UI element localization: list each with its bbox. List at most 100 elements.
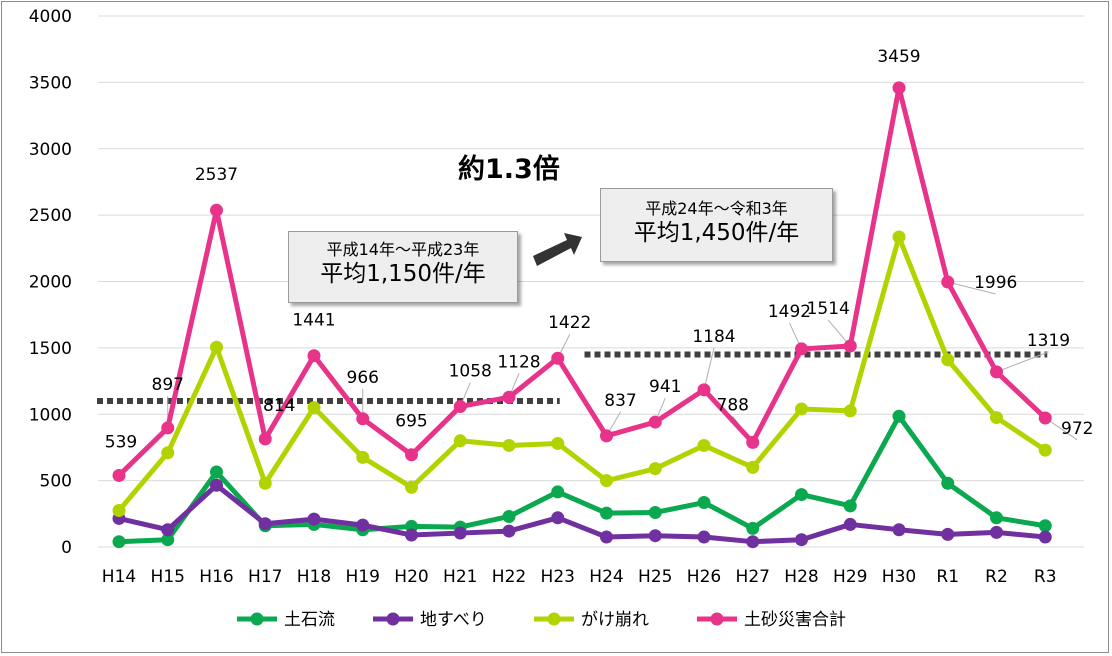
legend-marker xyxy=(250,612,264,626)
left-average-box: 平成14年～平成23年 平均1,150件/年 xyxy=(288,231,518,303)
x-tick-label: H25 xyxy=(638,567,672,587)
x-tick-label: R2 xyxy=(985,567,1008,587)
legend: 土石流 地すべり がけ崩れ 土砂災害合計 xyxy=(237,610,846,630)
x-tick-label: H23 xyxy=(541,567,575,587)
y-tick-label: 0 xyxy=(61,538,72,558)
data-point xyxy=(1038,411,1052,425)
x-tick-label: H27 xyxy=(736,567,770,587)
data-label: 1492 xyxy=(768,302,811,322)
data-point xyxy=(502,524,516,538)
data-point xyxy=(941,353,955,367)
data-point xyxy=(1038,519,1052,533)
data-point xyxy=(356,412,370,426)
y-tick-label: 1000 xyxy=(29,405,72,425)
data-point xyxy=(210,465,223,479)
data-label: 1422 xyxy=(548,313,591,333)
x-tick-label: H16 xyxy=(199,567,233,587)
data-point xyxy=(551,436,565,450)
data-point xyxy=(210,340,223,354)
data-label: 695 xyxy=(395,412,427,432)
data-point xyxy=(746,435,760,449)
data-point xyxy=(356,518,370,532)
data-point xyxy=(307,512,321,526)
legend-label: 土石流 xyxy=(284,610,335,630)
x-tick-label: H15 xyxy=(151,567,185,587)
data-point xyxy=(307,401,321,415)
data-point xyxy=(1038,530,1052,544)
ratio-annotation: 約1.3倍 xyxy=(458,154,560,185)
data-label: 1319 xyxy=(1027,331,1070,351)
x-tick-label: H30 xyxy=(882,567,916,587)
data-point xyxy=(112,468,126,482)
data-point xyxy=(892,81,906,95)
data-point xyxy=(843,499,857,513)
data-point xyxy=(551,485,565,499)
data-point xyxy=(746,535,760,549)
legend-marker xyxy=(710,612,724,626)
data-point xyxy=(746,460,760,474)
data-point xyxy=(746,521,760,535)
data-point xyxy=(990,525,1003,539)
data-point xyxy=(941,476,955,490)
data-label: 1996 xyxy=(974,273,1017,293)
data-point xyxy=(502,390,516,404)
data-point xyxy=(1038,443,1052,457)
data-point xyxy=(648,505,662,519)
data-point xyxy=(161,421,175,435)
x-tick-label: H19 xyxy=(346,567,380,587)
data-point xyxy=(551,511,565,525)
data-label: 1128 xyxy=(497,352,540,372)
trend-arrow xyxy=(533,233,582,266)
data-label: 1184 xyxy=(692,327,735,347)
right-average-value: 平均1,450件/年 xyxy=(633,220,800,246)
data-point xyxy=(795,533,808,547)
data-point xyxy=(892,523,906,537)
data-point xyxy=(161,446,175,460)
data-point xyxy=(843,517,857,531)
series-line xyxy=(117,234,1047,513)
data-point xyxy=(648,415,662,429)
data-point xyxy=(502,438,516,452)
y-tick-label: 3000 xyxy=(29,140,72,160)
y-axis-ticks: 0 500 1000 1500 2000 2500 3000 3500 4000 xyxy=(29,7,72,558)
data-label: 897 xyxy=(152,375,184,395)
y-tick-label: 2000 xyxy=(29,273,72,293)
x-tick-label: H20 xyxy=(394,567,428,587)
data-point xyxy=(648,462,662,476)
data-point xyxy=(941,275,955,289)
data-point xyxy=(697,383,711,397)
data-point xyxy=(356,450,370,464)
data-point xyxy=(795,488,808,502)
x-tick-label: H18 xyxy=(297,567,331,587)
legend-marker xyxy=(547,612,561,626)
series-line xyxy=(118,482,1046,545)
leader-line xyxy=(703,347,715,390)
leader-line xyxy=(996,351,1049,373)
data-point xyxy=(307,349,321,363)
y-tick-label: 1500 xyxy=(29,339,72,359)
data-point xyxy=(843,339,857,353)
data-point xyxy=(258,517,272,531)
data-label: 1514 xyxy=(807,299,850,319)
x-tick-label: H28 xyxy=(784,567,818,587)
data-point xyxy=(600,506,613,520)
data-point xyxy=(405,528,418,542)
data-point xyxy=(502,509,516,523)
data-point xyxy=(551,351,565,365)
data-point xyxy=(941,527,955,541)
data-point xyxy=(795,342,808,356)
legend-label: 土砂災害合計 xyxy=(744,610,846,630)
data-point xyxy=(453,526,467,540)
x-axis-ticks: H14 H15 H16 H17 H18 H19 H20 H21 H22 H23 H24 H25 H26 H… xyxy=(102,567,1057,587)
data-point xyxy=(210,203,223,217)
x-tick-label: H24 xyxy=(589,567,623,587)
data-point xyxy=(453,434,467,448)
legend-marker xyxy=(386,612,400,626)
data-point xyxy=(697,438,711,452)
legend-label: 地すべり xyxy=(420,610,487,630)
data-label: 2537 xyxy=(195,165,238,185)
data-point xyxy=(258,476,272,490)
data-point xyxy=(697,496,711,510)
